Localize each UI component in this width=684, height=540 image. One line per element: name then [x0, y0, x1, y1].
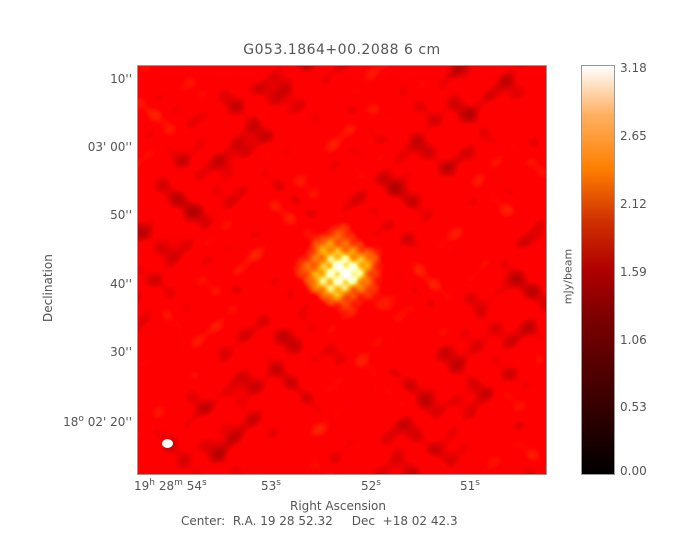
colorbar-tick: 0.53 — [620, 400, 647, 414]
beam-ellipse — [162, 439, 173, 448]
colorbar-tick: 3.18 — [620, 61, 647, 75]
x-axis-label: Right Ascension — [290, 499, 386, 513]
x-tick-label: 51s — [460, 478, 480, 493]
y-axis-label: Declination — [41, 254, 55, 322]
y-tick-label: 03' 00'' — [87, 140, 132, 154]
x-tick-label: 19h 28m 54s — [134, 478, 207, 493]
y-tick-label: 50'' — [110, 208, 132, 222]
x-tick-label: 53s — [261, 478, 281, 493]
y-tick-label: 40'' — [110, 277, 132, 291]
x-tick-label: 52s — [361, 478, 381, 493]
colorbar-tick: 2.65 — [620, 129, 647, 143]
colorbar-tick: 2.12 — [620, 197, 647, 211]
colorbar — [581, 65, 615, 475]
radio-image-heatmap — [137, 65, 547, 475]
colorbar-label: mJy/beam — [561, 248, 575, 305]
y-tick-label: 30'' — [110, 345, 132, 359]
chart-title: G053.1864+00.2088 6 cm — [243, 42, 441, 58]
image-frame — [137, 65, 547, 475]
y-tick-label: 10'' — [110, 72, 132, 86]
center-coordinates: Center: R.A. 19 28 52.32 Dec +18 02 42.3 — [181, 514, 458, 528]
colorbar-tick: 1.06 — [620, 333, 647, 347]
y-tick-label: 18o 02' 20'' — [63, 414, 132, 429]
colorbar-tick: 1.59 — [620, 265, 647, 279]
colorbar-tick: 0.00 — [620, 464, 647, 478]
